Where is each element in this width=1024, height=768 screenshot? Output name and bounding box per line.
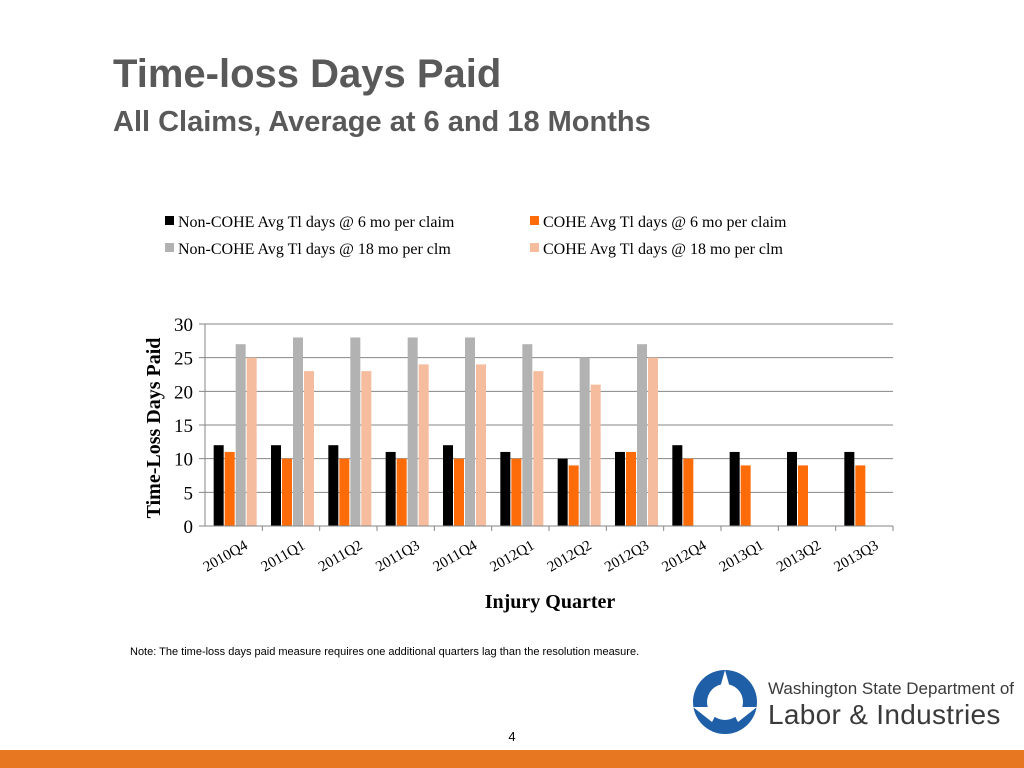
bar xyxy=(476,364,486,526)
bar xyxy=(465,337,475,526)
x-tick-label: 2012Q4 xyxy=(659,537,709,575)
bar xyxy=(454,458,464,526)
bar xyxy=(648,357,658,526)
bar xyxy=(615,451,625,526)
y-tick-label: 0 xyxy=(184,517,194,538)
y-axis-ticks: 0 5 10 15 20 25 30 xyxy=(174,315,193,538)
bar xyxy=(740,465,751,526)
x-axis-ticks: 2010Q4 2011Q1 2011Q2 2011Q3 2011Q4 2012Q1 2012… xyxy=(201,537,882,575)
bar xyxy=(579,357,590,526)
bar xyxy=(557,458,568,526)
logo-line-2: Labor & Industries xyxy=(768,699,1001,730)
bar xyxy=(787,451,797,526)
y-tick-label: 30 xyxy=(174,315,193,336)
bar xyxy=(246,357,257,526)
logo-line-1: Washington State Department of xyxy=(768,679,1015,698)
legend-swatch xyxy=(165,216,174,225)
legend-swatch xyxy=(530,216,539,225)
slide-title: Time-loss Days Paid xyxy=(113,52,502,96)
x-tick-label: 2012Q2 xyxy=(545,538,595,576)
bar xyxy=(350,337,361,526)
y-tick-label: 20 xyxy=(174,382,193,403)
x-tick-label: 2012Q3 xyxy=(602,538,652,576)
agency-logo: Washington State Department of Labor & I… xyxy=(690,667,1014,737)
footer-bar xyxy=(0,750,1024,768)
bar xyxy=(798,465,808,526)
legend-swatch xyxy=(165,243,174,252)
x-tick-label: 2011Q2 xyxy=(316,538,365,576)
legend-label: COHE Avg Tl days @ 18 mo per clm xyxy=(543,241,783,258)
logo-mark-icon xyxy=(693,670,757,734)
bar xyxy=(282,458,292,526)
legend-label: COHE Avg Tl days @ 6 mo per claim xyxy=(543,214,787,231)
y-tick-label: 25 xyxy=(174,349,193,370)
bar xyxy=(626,451,636,526)
x-axis-label: Injury Quarter xyxy=(485,591,616,613)
bar xyxy=(729,451,740,526)
bar xyxy=(637,344,647,526)
bar xyxy=(407,337,418,526)
legend-swatch xyxy=(530,243,539,252)
bar xyxy=(304,371,314,526)
bar xyxy=(590,384,601,526)
chart-bars xyxy=(213,337,866,526)
bar xyxy=(500,451,511,526)
bar xyxy=(568,465,579,526)
bar xyxy=(418,364,429,526)
bar xyxy=(339,458,350,526)
bar xyxy=(672,445,683,526)
footnote: Note: The time-loss days paid measure re… xyxy=(130,646,640,658)
y-tick-label: 10 xyxy=(174,450,193,471)
bar xyxy=(396,458,407,526)
bar xyxy=(844,451,855,526)
bar xyxy=(855,465,866,526)
bar xyxy=(271,445,281,526)
bar xyxy=(224,451,235,526)
bar xyxy=(235,344,246,526)
legend-label: Non-COHE Avg Tl days @ 18 mo per clm xyxy=(178,241,451,258)
y-axis-label: Time-Loss Days Paid xyxy=(143,338,165,519)
x-tick-label: 2010Q4 xyxy=(201,537,251,575)
page-number: 4 xyxy=(508,729,516,744)
bar xyxy=(683,458,694,526)
x-tick-label: 2011Q4 xyxy=(431,537,481,575)
bar xyxy=(443,445,453,526)
bar xyxy=(328,445,339,526)
legend-label: Non-COHE Avg Tl days @ 6 mo per claim xyxy=(178,214,455,231)
bar xyxy=(533,371,544,526)
x-tick-label: 2013Q1 xyxy=(717,538,767,576)
bar-chart: Non-COHE Avg Tl days @ 6 mo per claim COH… xyxy=(143,214,894,613)
x-tick-label: 2011Q1 xyxy=(259,538,308,576)
chart-legend: Non-COHE Avg Tl days @ 6 mo per claim COH… xyxy=(165,214,787,258)
bar xyxy=(385,451,396,526)
bar xyxy=(213,445,224,526)
x-tick-label: 2012Q1 xyxy=(487,538,537,576)
y-tick-label: 15 xyxy=(174,416,193,437)
slide-subtitle: All Claims, Average at 6 and 18 Months xyxy=(113,106,651,138)
y-tick-label: 5 xyxy=(184,483,194,504)
x-tick-label: 2013Q2 xyxy=(774,538,824,576)
bar xyxy=(361,371,372,526)
x-tick-label: 2013Q3 xyxy=(831,538,881,576)
chart-axes xyxy=(204,324,894,531)
bar xyxy=(293,337,303,526)
x-tick-label: 2011Q3 xyxy=(373,538,422,576)
bar xyxy=(511,458,522,526)
bar xyxy=(522,344,533,526)
